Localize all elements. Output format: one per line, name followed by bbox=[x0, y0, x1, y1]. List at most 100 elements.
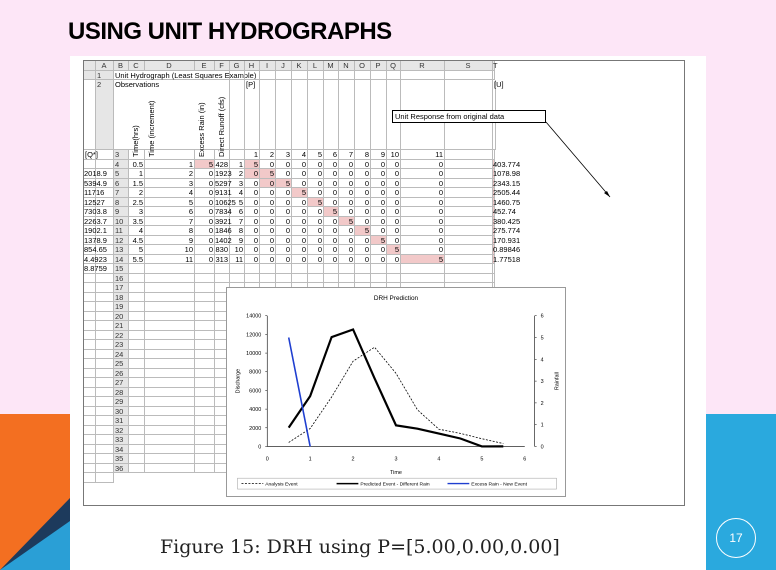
matrix-cell: 5 bbox=[260, 169, 276, 179]
u-value: 2505.44 bbox=[493, 188, 521, 198]
matrix-cell: 0 bbox=[355, 178, 371, 188]
row-number: 3 bbox=[114, 150, 129, 160]
row-number: 19 bbox=[114, 302, 129, 312]
legend-box bbox=[237, 477, 557, 490]
cell-index: 11 bbox=[230, 254, 245, 264]
cell-time: 2.5 bbox=[129, 197, 145, 207]
matrix-cell: 0 bbox=[387, 226, 401, 236]
cell bbox=[260, 273, 276, 283]
row-number: 25 bbox=[114, 359, 129, 369]
cell-index: 1 bbox=[230, 159, 245, 169]
column-header: S bbox=[445, 61, 493, 71]
column-header: R bbox=[401, 61, 445, 71]
cell bbox=[339, 264, 355, 274]
figure-caption: Figure 15: DRH using P=[5.00,0.00,0.00] bbox=[160, 536, 560, 558]
cell bbox=[308, 70, 324, 80]
cell bbox=[230, 80, 245, 150]
cell bbox=[276, 80, 292, 150]
vertical-header-label: Time(hrs) bbox=[131, 124, 140, 157]
cell bbox=[276, 264, 292, 274]
matrix-cell: 0 bbox=[387, 235, 401, 245]
cell bbox=[276, 273, 292, 283]
column-header: M bbox=[324, 61, 339, 71]
cell bbox=[84, 387, 96, 397]
matrix-cell: 0 bbox=[292, 197, 308, 207]
cell bbox=[324, 80, 339, 150]
cell bbox=[445, 169, 493, 179]
y2-tick-label: 3 bbox=[541, 379, 544, 385]
cell bbox=[129, 454, 145, 464]
cell bbox=[84, 463, 96, 473]
cell bbox=[96, 321, 114, 331]
cell bbox=[84, 292, 96, 302]
cell bbox=[145, 368, 195, 378]
cell bbox=[84, 359, 96, 369]
cell-increment: 7 bbox=[145, 216, 195, 226]
row-number: 7 bbox=[114, 188, 129, 198]
cell bbox=[129, 463, 145, 473]
cell bbox=[129, 330, 145, 340]
row-number: 14 bbox=[114, 254, 129, 264]
q-value: 11716 bbox=[84, 188, 105, 198]
matrix-cell: 0 bbox=[276, 216, 292, 226]
cell bbox=[129, 387, 145, 397]
cell bbox=[195, 416, 215, 426]
matrix-cell: 0 bbox=[401, 159, 445, 169]
series-line-2 bbox=[287, 337, 311, 447]
matrix-cell: 0 bbox=[324, 197, 339, 207]
y2-tick-label: 1 bbox=[541, 423, 544, 429]
column-header: J bbox=[276, 61, 292, 71]
chart-title: DRH Prediction bbox=[374, 295, 419, 302]
cell bbox=[96, 397, 114, 407]
x-tick-label: 4 bbox=[437, 456, 440, 462]
matrix-cell: 0 bbox=[339, 235, 355, 245]
cell-runoff: 1402 bbox=[215, 235, 232, 245]
matrix-cell: 0 bbox=[245, 254, 260, 264]
cell bbox=[96, 378, 114, 388]
vertical-header: Time(hrs) bbox=[129, 125, 145, 160]
y-tick-label: 6000 bbox=[249, 388, 261, 394]
column-header: P bbox=[371, 61, 387, 71]
u-value: 1078.98 bbox=[493, 169, 521, 179]
vertical-header: Direct Runoff (cfs) bbox=[215, 96, 230, 160]
cell-time: 3 bbox=[129, 207, 145, 217]
slide-title: USING UNIT HYDROGRAPHS bbox=[68, 18, 392, 45]
y-tick-label: 14000 bbox=[246, 314, 261, 320]
cell bbox=[292, 264, 308, 274]
matrix-cell: 0 bbox=[371, 254, 387, 264]
matrix-cell: 0 bbox=[324, 226, 339, 236]
observations-cell: Observations bbox=[114, 80, 230, 150]
cell-index: 7 bbox=[230, 216, 245, 226]
cell-excess-rain: 0 bbox=[195, 169, 215, 179]
matrix-cell: 0 bbox=[276, 169, 292, 179]
matrix-cell: 0 bbox=[245, 178, 260, 188]
matrix-cell: 0 bbox=[292, 235, 308, 245]
matrix-cell: 0 bbox=[260, 216, 276, 226]
matrix-cell: 5 bbox=[371, 235, 387, 245]
cell bbox=[195, 406, 215, 416]
cell bbox=[145, 435, 195, 445]
cell-time: 0.5 bbox=[129, 159, 145, 169]
matrix-header: 5 bbox=[308, 150, 324, 160]
matrix-cell: 0 bbox=[387, 159, 401, 169]
cell bbox=[96, 340, 114, 350]
cell bbox=[195, 292, 215, 302]
matrix-cell: 0 bbox=[276, 159, 292, 169]
u-value: 2343.15 bbox=[493, 178, 521, 188]
cell bbox=[129, 292, 145, 302]
matrix-cell: 0 bbox=[276, 235, 292, 245]
cell-excess-rain: 0 bbox=[195, 178, 215, 188]
q-label: [Q*] bbox=[84, 150, 98, 160]
cell bbox=[145, 378, 195, 388]
cell bbox=[84, 283, 96, 293]
cell bbox=[96, 273, 114, 283]
cell bbox=[145, 340, 195, 350]
cell bbox=[195, 425, 215, 435]
cell bbox=[371, 273, 387, 283]
matrix-cell: 0 bbox=[401, 245, 445, 255]
matrix-cell: 0 bbox=[260, 245, 276, 255]
x-tick-label: 1 bbox=[309, 456, 312, 462]
cell bbox=[445, 216, 493, 226]
matrix-cell: 0 bbox=[308, 216, 324, 226]
cell bbox=[324, 273, 339, 283]
